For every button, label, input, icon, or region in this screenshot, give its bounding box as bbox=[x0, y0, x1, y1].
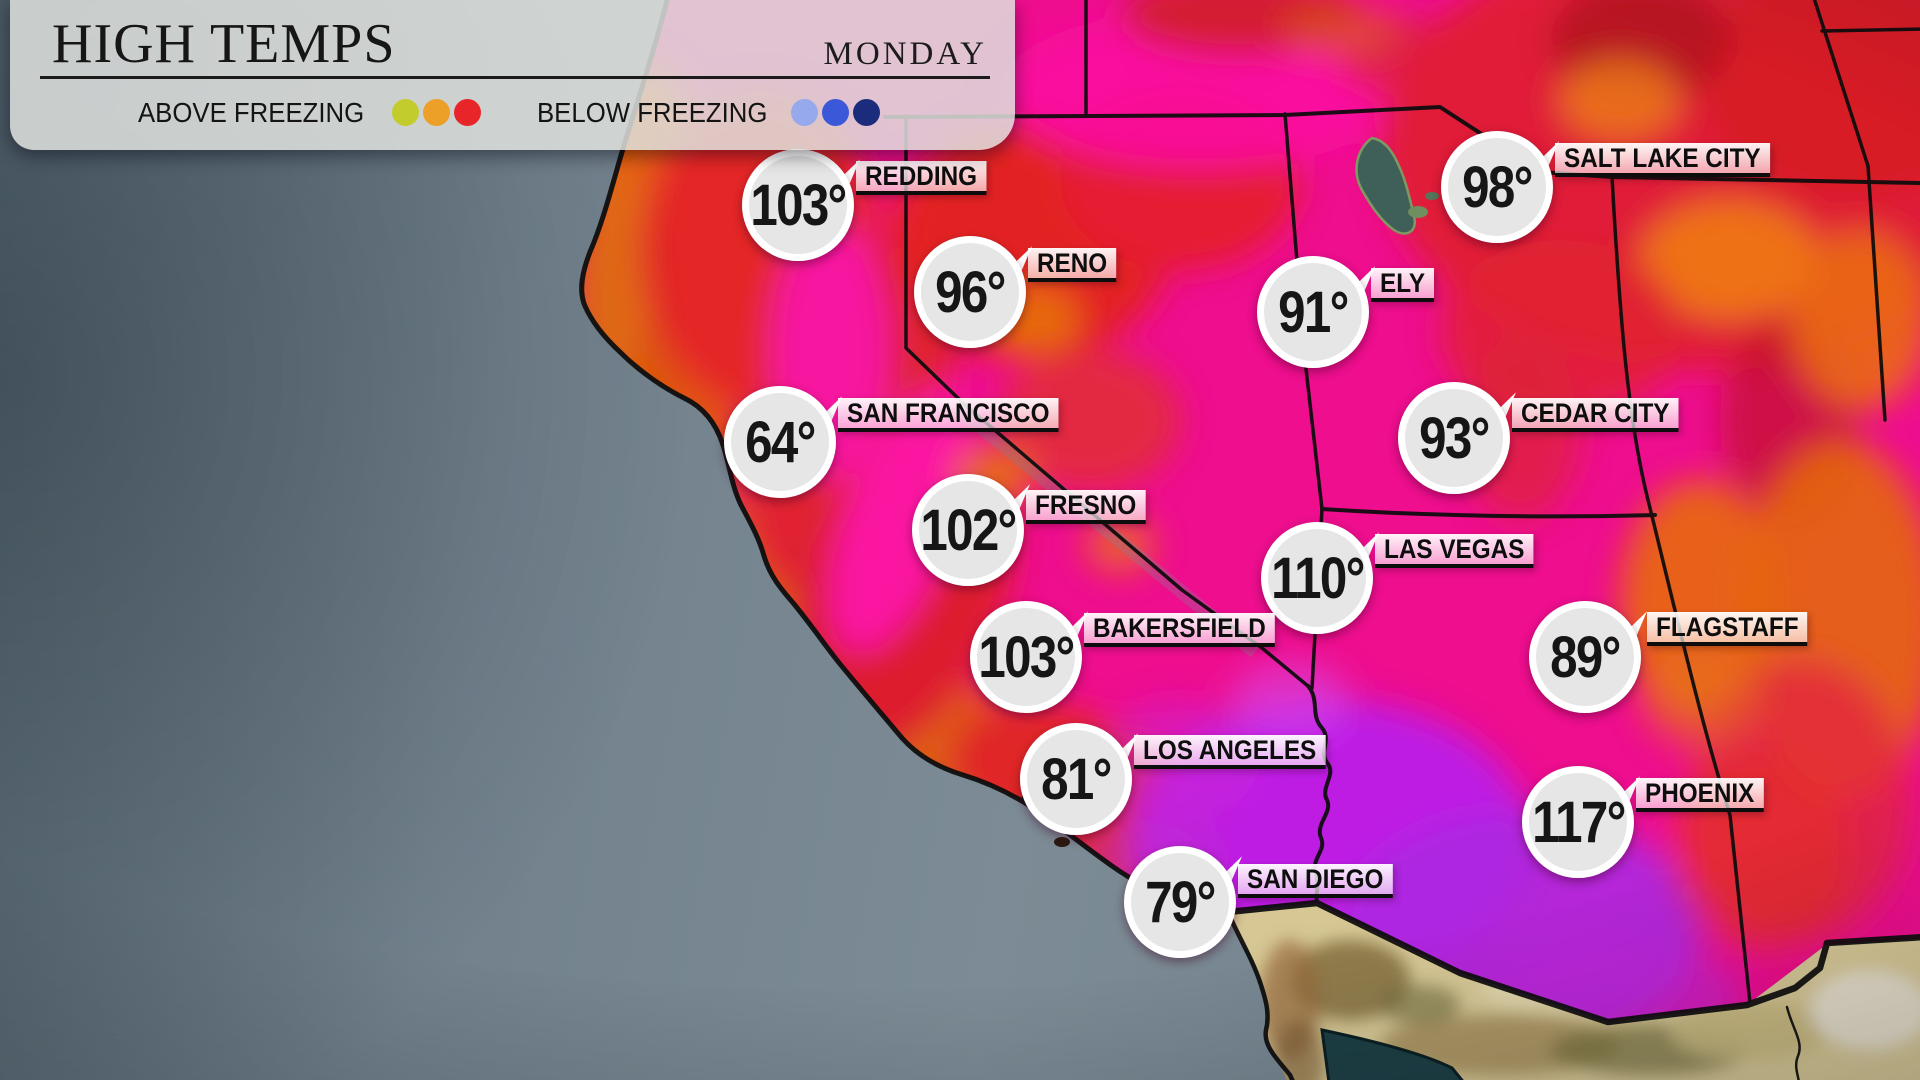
baja-coastline bbox=[1225, 909, 1295, 1080]
city-label: LOS ANGELES bbox=[1134, 735, 1326, 769]
temp-value: 93° bbox=[1419, 405, 1490, 471]
city-label: PHOENIX bbox=[1636, 778, 1764, 812]
temp-bubble: 117° bbox=[1522, 766, 1634, 878]
great-salt-lake-islet bbox=[1408, 206, 1428, 218]
great-salt-lake-speck bbox=[1425, 192, 1439, 200]
east-border bbox=[1610, 175, 1752, 1005]
temp-value: 103° bbox=[750, 172, 847, 238]
city-label: SAN FRANCISCO bbox=[838, 398, 1059, 432]
city-label: LAS VEGAS bbox=[1375, 534, 1534, 568]
temp-value: 102° bbox=[920, 497, 1017, 563]
gulf-of-california bbox=[1320, 1028, 1464, 1080]
temp-value: 79° bbox=[1145, 869, 1216, 935]
temp-bubble: 89° bbox=[1529, 601, 1641, 713]
temp-bubble: 110° bbox=[1261, 522, 1373, 634]
temp-value: 117° bbox=[1531, 789, 1626, 855]
temp-bubble: 98° bbox=[1441, 131, 1553, 243]
city-label: CEDAR CITY bbox=[1512, 398, 1679, 432]
city-label: REDDING bbox=[856, 161, 987, 195]
temp-value: 98° bbox=[1462, 154, 1533, 220]
temp-bubble: 102° bbox=[912, 474, 1024, 586]
below-dot-navy bbox=[853, 99, 880, 126]
above-freezing-label: ABOVE FREEZING bbox=[138, 97, 365, 128]
temp-value: 89° bbox=[1550, 624, 1621, 690]
sonora-river bbox=[1785, 1005, 1801, 1080]
us-mexico-border bbox=[1224, 899, 1920, 1026]
temp-bubble: 103° bbox=[742, 149, 854, 261]
below-freezing-label: BELOW FREEZING bbox=[537, 97, 768, 128]
day-label: MONDAY bbox=[823, 36, 987, 72]
temp-value: 96° bbox=[935, 259, 1006, 325]
above-dot-red bbox=[454, 99, 481, 126]
city-label: SALT LAKE CITY bbox=[1555, 143, 1770, 177]
city-label: FRESNO bbox=[1026, 490, 1146, 524]
below-dot-lightblue bbox=[791, 99, 818, 126]
header-panel: HIGH TEMPS MONDAY ABOVE FREEZING BELOW F… bbox=[10, 0, 1015, 150]
above-freezing-dots bbox=[392, 99, 481, 126]
border-shadow bbox=[953, 402, 1260, 658]
city-label: BAKERSFIELD bbox=[1084, 613, 1275, 647]
title-underline bbox=[40, 76, 990, 79]
temp-bubble: 103° bbox=[970, 601, 1082, 713]
below-dot-blue bbox=[822, 99, 849, 126]
temp-value: 110° bbox=[1270, 545, 1365, 611]
temp-bubble: 93° bbox=[1398, 382, 1510, 494]
temp-bubble: 79° bbox=[1124, 846, 1236, 958]
mt-wy-border bbox=[1820, 27, 1920, 33]
temp-value: 91° bbox=[1278, 279, 1349, 345]
temp-value: 103° bbox=[978, 624, 1075, 690]
page-title: HIGH TEMPS bbox=[52, 13, 396, 75]
city-label: RENO bbox=[1028, 248, 1117, 282]
temp-value: 64° bbox=[745, 409, 816, 475]
below-freezing-dots bbox=[791, 99, 880, 126]
temp-bubble: 91° bbox=[1257, 256, 1369, 368]
temp-value: 81° bbox=[1041, 746, 1112, 812]
temp-bubble: 81° bbox=[1020, 723, 1132, 835]
temp-bubble: 64° bbox=[724, 386, 836, 498]
city-label: SAN DIEGO bbox=[1238, 864, 1393, 898]
city-label: ELY bbox=[1371, 268, 1435, 302]
above-dot-orange bbox=[423, 99, 450, 126]
temp-bubble: 96° bbox=[914, 236, 1026, 348]
great-salt-lake bbox=[1355, 136, 1417, 235]
id-wy-border bbox=[1812, 0, 1870, 168]
city-label: FLAGSTAFF bbox=[1647, 612, 1808, 646]
ut-az-border bbox=[1320, 507, 1657, 519]
above-dot-yellow bbox=[392, 99, 419, 126]
wy-co-border bbox=[1866, 164, 1887, 422]
